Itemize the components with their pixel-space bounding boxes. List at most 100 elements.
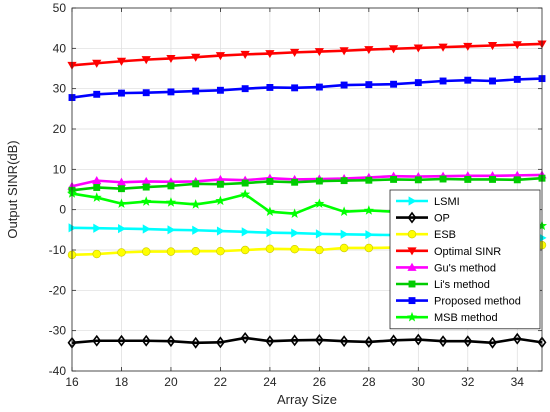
data-point-op	[488, 336, 497, 349]
data-point-optimal-sinr	[215, 52, 226, 61]
legend-label: OP	[434, 213, 450, 225]
data-point-op	[191, 336, 201, 349]
data-point-op	[364, 336, 374, 348]
legend-item-msb-method: MSB method	[396, 311, 498, 324]
data-point-optimal-sinr	[463, 42, 473, 51]
data-point-esb	[339, 243, 349, 253]
data-point-msb-method	[116, 198, 127, 208]
data-point-optimal-sinr	[116, 57, 127, 66]
x-tick-label: 30	[412, 375, 426, 389]
data-point-optimal-sinr	[388, 45, 399, 54]
data-point-op	[413, 333, 423, 346]
y-tick-label: -40	[49, 364, 67, 378]
x-tick-label: 22	[214, 375, 228, 389]
data-point-proposed-method	[167, 88, 175, 96]
data-point-op	[438, 335, 448, 348]
series-op	[67, 331, 547, 349]
data-point-esb	[191, 247, 200, 256]
data-point-esb	[117, 248, 126, 257]
y-tick-label: 10	[53, 162, 67, 176]
data-point-op	[463, 335, 473, 348]
legend-item-gu-s-method: Gu's method	[396, 262, 496, 274]
data-point-proposed-method	[216, 86, 224, 94]
data-point-op	[215, 336, 225, 349]
data-point-esb	[92, 249, 101, 259]
data-point-li-s-method	[513, 176, 521, 184]
series-line-gu-s-method	[71, 173, 543, 188]
data-point-li-s-method	[216, 180, 224, 188]
data-point-gu-s-method	[92, 176, 102, 185]
data-point-optimal-sinr	[512, 41, 522, 50]
data-point-li-s-method	[266, 177, 274, 185]
series-optimal-sinr	[67, 40, 547, 70]
data-point-proposed-method	[489, 77, 496, 85]
data-point-optimal-sinr	[92, 59, 102, 68]
data-point-op	[314, 334, 324, 346]
series-line-optimal-sinr	[71, 42, 543, 67]
data-point-op	[240, 331, 250, 344]
data-point-esb	[364, 243, 374, 253]
data-point-msb-method	[314, 198, 325, 208]
data-point-lsmi	[315, 229, 324, 239]
data-point-proposed-method	[241, 85, 249, 93]
y-tick-label: -10	[49, 243, 67, 257]
data-point-esb	[166, 247, 176, 256]
data-point-li-s-method	[93, 184, 101, 191]
data-point-optimal-sinr	[166, 54, 176, 64]
legend-label: ESB	[434, 229, 456, 241]
data-point-li-s-method	[439, 175, 447, 183]
data-point-li-s-method	[118, 185, 125, 193]
data-point-msb-method	[215, 195, 226, 206]
data-point-optimal-sinr	[191, 53, 201, 62]
data-point-lsmi	[216, 226, 226, 236]
data-point-lsmi	[192, 225, 201, 235]
x-tick-label: 16	[65, 375, 79, 389]
legend-swatch-marker	[407, 262, 417, 271]
data-point-optimal-sinr	[290, 48, 300, 57]
data-point-li-s-method	[340, 177, 348, 185]
legend-item-esb: ESB	[396, 229, 456, 241]
data-point-proposed-method	[118, 89, 125, 97]
data-point-esb	[315, 245, 324, 255]
data-point-optimal-sinr	[265, 50, 275, 59]
data-point-op	[92, 334, 102, 347]
legend: LSMI OP ESB Optimal SINR Gu's method Li's met…	[389, 189, 541, 330]
data-point-lsmi	[365, 230, 374, 240]
series-layer	[66, 40, 548, 349]
data-point-msb-method	[141, 196, 152, 206]
data-point-li-s-method	[167, 182, 175, 190]
data-point-proposed-method	[390, 80, 398, 88]
data-point-proposed-method	[291, 84, 299, 92]
data-point-msb-method	[240, 189, 251, 199]
legend-swatch-marker	[408, 196, 417, 206]
data-point-esb	[240, 245, 250, 255]
data-point-lsmi	[142, 224, 151, 234]
data-point-lsmi	[340, 229, 349, 239]
data-point-op	[389, 334, 399, 347]
data-point-msb-method	[289, 208, 300, 218]
data-point-msb-method	[91, 192, 102, 202]
data-point-msb-method	[264, 206, 275, 216]
y-tick-label: 20	[53, 122, 67, 136]
data-point-li-s-method	[142, 183, 150, 191]
data-point-op	[512, 332, 522, 345]
data-point-lsmi	[118, 224, 127, 234]
legend-label: MSB method	[434, 312, 498, 324]
legend-label: LSMI	[434, 196, 460, 208]
data-point-optimal-sinr	[438, 43, 448, 52]
data-point-lsmi	[93, 223, 102, 233]
data-point-gu-s-method	[141, 176, 151, 185]
x-tick-label: 28	[362, 375, 376, 389]
y-axis-label: Output SINR(dB)	[5, 140, 20, 238]
data-point-li-s-method	[390, 175, 398, 183]
data-point-op	[141, 334, 151, 347]
legend-item-optimal-sinr: Optimal SINR	[396, 246, 501, 258]
x-axis-label: Array Size	[277, 392, 337, 407]
data-point-lsmi	[241, 227, 250, 237]
data-point-optimal-sinr	[240, 50, 250, 59]
data-point-proposed-method	[93, 90, 101, 98]
data-point-li-s-method	[192, 180, 200, 188]
data-point-proposed-method	[266, 84, 274, 91]
data-point-esb	[142, 247, 151, 256]
data-point-proposed-method	[192, 87, 200, 95]
